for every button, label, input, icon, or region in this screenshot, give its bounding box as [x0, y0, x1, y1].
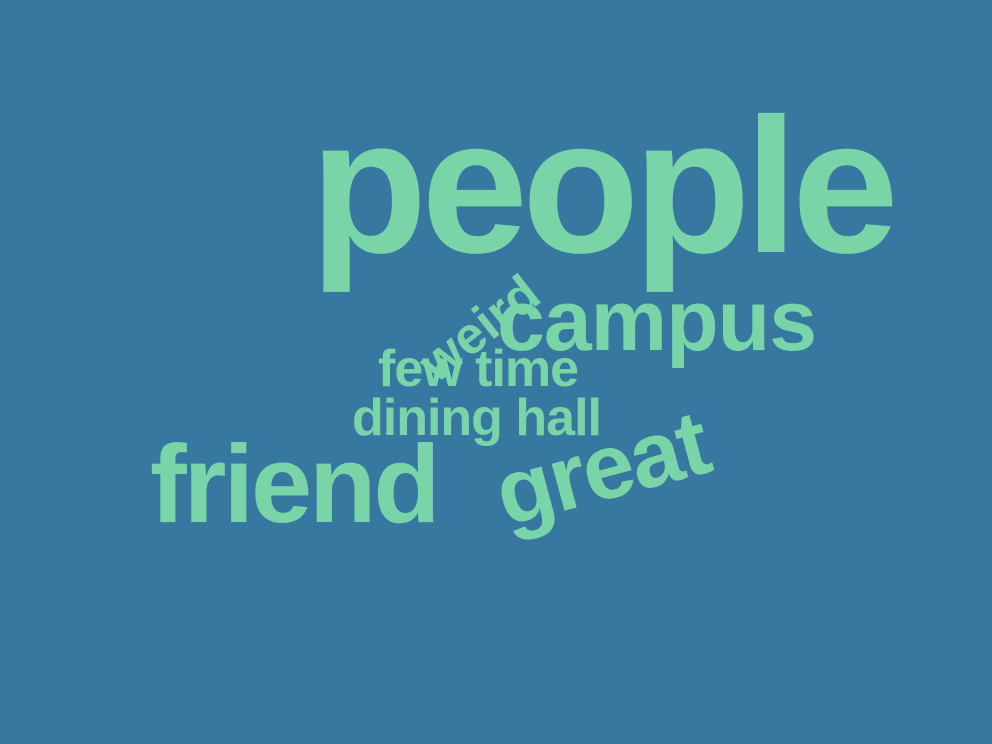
- word-dining-hall: dining hall: [352, 389, 602, 447]
- word-friend: friend: [150, 423, 441, 546]
- word-people: people: [310, 78, 899, 293]
- word-campus: campus: [497, 273, 817, 369]
- word-few-time: few time: [378, 340, 579, 398]
